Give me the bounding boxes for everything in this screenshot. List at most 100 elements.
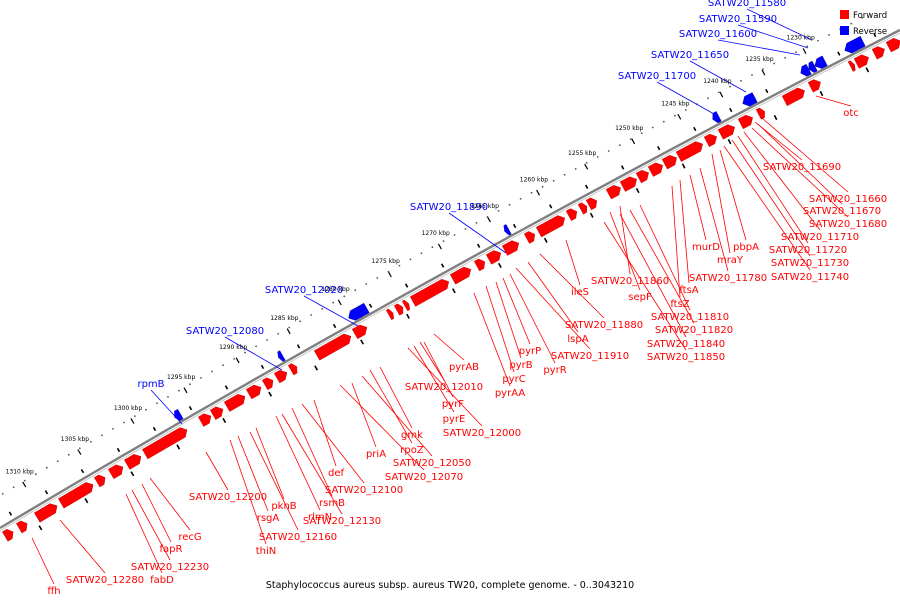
major-tick: [486, 216, 491, 223]
major-tick: [719, 91, 724, 98]
tick-label: 1265 kbp: [471, 203, 499, 210]
gene-label: SATW20_11590: [699, 14, 777, 25]
scale-dot: [420, 252, 423, 255]
gene-label: SATW20_12000: [443, 428, 521, 439]
gene-label: SATW20_12050: [393, 458, 471, 469]
reverse-gene-arrow: [348, 302, 370, 321]
scale-dot: [277, 332, 280, 335]
minor-tick: [727, 139, 732, 145]
minor-tick: [584, 184, 589, 189]
gene-label: SATW20_12280: [66, 575, 144, 586]
minor-tick: [360, 339, 364, 345]
forward-gene-arrow: [501, 240, 520, 256]
scale-dot: [541, 185, 544, 188]
tick-label: 1290 kbp: [219, 344, 247, 351]
minor-tick: [44, 490, 49, 495]
scale-dot: [200, 377, 202, 379]
leader-line: [255, 427, 285, 500]
gene-label: pbpA: [733, 242, 759, 253]
scale-dot: [23, 479, 26, 482]
leader-line: [751, 127, 849, 218]
tick-label: 1260 kbp: [520, 176, 548, 183]
leader-line: [473, 292, 511, 387]
scale-dot: [574, 168, 577, 170]
gene-label: SATW20_12160: [259, 532, 337, 543]
scale-dot: [12, 486, 15, 489]
leader-line: [619, 213, 687, 338]
forward-gene-arrow: [245, 384, 262, 400]
scale-dot: [596, 156, 599, 158]
leader-line: [281, 413, 343, 515]
major-tick: [387, 271, 392, 278]
leader-line: [141, 483, 172, 543]
leader-line: [369, 369, 413, 444]
leader-line: [509, 273, 556, 364]
minor-tick: [548, 204, 553, 209]
gene-label: SATW20_12130: [303, 516, 381, 527]
scale-dot: [178, 389, 180, 392]
major-tick: [584, 163, 589, 170]
scale-dot: [222, 364, 225, 367]
leader-line: [502, 277, 531, 345]
leader-line: [689, 60, 747, 93]
scale-dot: [640, 132, 643, 135]
forward-gene-arrow: [2, 528, 14, 542]
genome-backbone-shadow: [0, 32, 900, 532]
forward-gene-arrow: [585, 197, 598, 211]
scale-dot: [145, 408, 147, 411]
gene-label: thiN: [256, 546, 277, 557]
scale-dot: [475, 222, 478, 224]
forward-gene-arrow: [287, 363, 298, 376]
scale-dot: [497, 209, 500, 212]
leader-line: [423, 341, 454, 398]
scale-dot: [740, 79, 742, 82]
forward-gene-arrow: [385, 308, 395, 321]
scale-dot: [343, 295, 346, 298]
major-tick: [286, 328, 291, 335]
major-tick: [536, 189, 541, 196]
tick-labels: 1230 kbp 1235 kbp 1240 kbp 1245 kbp 1250 kbp…: [6, 35, 815, 476]
gene-label: SATW20_11690: [763, 162, 841, 173]
tick-label: 1235 kbp: [745, 56, 773, 63]
gene-label: SATW20_11600: [679, 29, 757, 40]
leader-line: [746, 8, 813, 41]
scale-dot: [255, 345, 257, 348]
minor-tick: [819, 90, 824, 97]
tick-label: 1250 kbp: [615, 125, 643, 132]
minor-tick: [452, 288, 456, 294]
gene-label: SATW20_11710: [781, 232, 859, 243]
scale-dot: [56, 460, 59, 463]
reverse-gene-arrow: [742, 92, 758, 107]
forward-gene-arrow: [885, 38, 900, 53]
scale-dot: [233, 358, 236, 360]
leader-line: [737, 135, 809, 244]
leader-line: [125, 493, 163, 574]
forward-gene-arrow: [717, 124, 735, 140]
gene-label: rsmB: [319, 498, 345, 509]
leader-line: [723, 145, 811, 271]
minor-tick: [837, 51, 841, 56]
minor-tick: [440, 263, 445, 268]
forward-gene-arrow: [535, 215, 566, 238]
minor-tick: [268, 391, 273, 397]
scale-dot: [1, 492, 4, 495]
gene-label: SATW20_12200: [189, 492, 267, 503]
forward-gene-arrow: [619, 176, 637, 192]
scale-dot: [729, 85, 731, 88]
scale-dot: [431, 246, 434, 249]
minor-tick: [368, 303, 373, 308]
scale-dot: [674, 114, 676, 117]
minor-tick: [543, 237, 548, 243]
gene-label: sepF: [628, 292, 652, 303]
gene-label: SATW20_11840: [647, 339, 725, 350]
leader-line: [761, 117, 849, 193]
scale-dot: [398, 264, 401, 267]
minor-tick: [681, 163, 686, 169]
minor-tick: [222, 417, 227, 424]
gene-label: rlmN: [308, 512, 332, 523]
gene-label: pyrE: [443, 414, 466, 425]
forward-gene-arrow: [847, 60, 856, 72]
tick-label: 1275 kbp: [372, 258, 400, 265]
forward-gene-arrow: [94, 474, 106, 488]
major-tick: [631, 138, 636, 145]
